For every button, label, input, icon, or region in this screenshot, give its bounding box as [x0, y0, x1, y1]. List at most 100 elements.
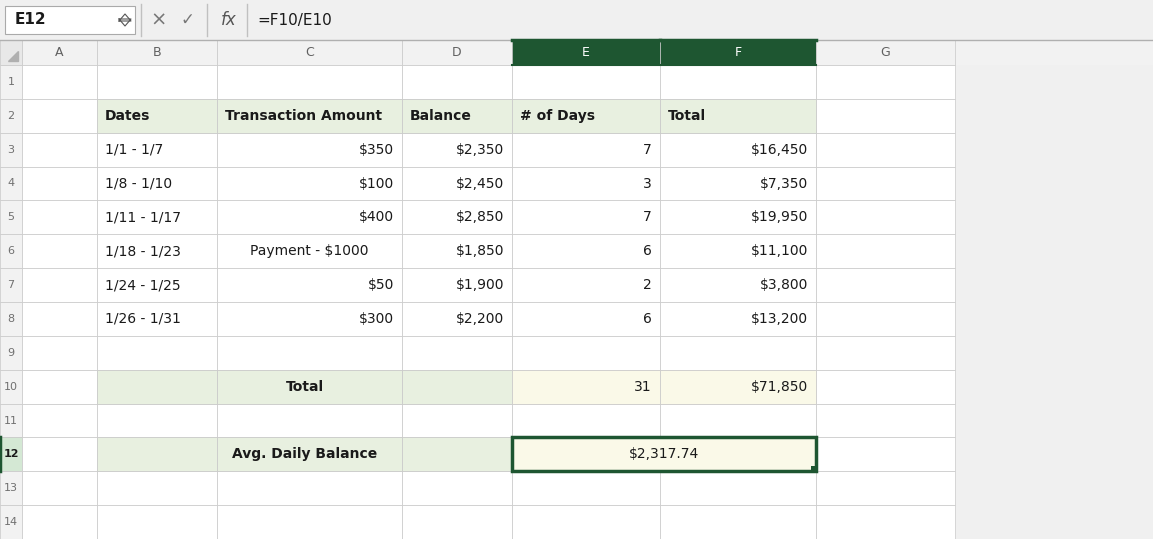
Bar [512, 370, 660, 404]
Bar [512, 65, 660, 99]
Bar [22, 167, 97, 201]
Bar [660, 302, 816, 336]
Bar [660, 336, 816, 370]
Bar [217, 201, 402, 234]
Bar [660, 471, 816, 505]
Bar [0, 40, 22, 65]
Bar [22, 505, 97, 539]
Bar [97, 268, 217, 302]
Bar [816, 201, 955, 234]
Bar [816, 438, 955, 471]
Bar [97, 370, 217, 404]
Bar [512, 302, 660, 336]
Text: $2,200: $2,200 [455, 312, 504, 326]
Text: 6: 6 [643, 244, 651, 258]
Bar [402, 99, 512, 133]
Text: A: A [55, 46, 63, 59]
Bar [512, 167, 660, 201]
Text: C: C [306, 46, 314, 59]
Bar [97, 438, 217, 471]
Text: $300: $300 [359, 312, 394, 326]
Bar [512, 234, 660, 268]
Bar [97, 471, 217, 505]
Bar [97, 99, 217, 133]
Bar [97, 167, 217, 201]
Bar [402, 404, 512, 438]
Bar [97, 133, 217, 167]
Bar [402, 201, 512, 234]
Bar [512, 471, 660, 505]
Text: Balance: Balance [410, 109, 472, 123]
Bar [402, 234, 512, 268]
Bar [22, 438, 97, 471]
Bar [217, 234, 402, 268]
Text: ×: × [151, 10, 167, 30]
Bar [22, 201, 97, 234]
Bar [97, 65, 217, 99]
Bar [97, 99, 217, 133]
Text: 12: 12 [3, 450, 18, 459]
Text: E: E [582, 46, 590, 59]
Text: Total: Total [286, 379, 324, 393]
Bar [660, 167, 816, 201]
Text: 7: 7 [643, 143, 651, 157]
Bar [22, 404, 97, 438]
Bar [22, 370, 97, 404]
Text: $16,450: $16,450 [751, 143, 808, 157]
Bar [402, 438, 512, 471]
Bar [402, 65, 512, 99]
Bar [512, 404, 660, 438]
Bar [5, 6, 135, 34]
Text: $100: $100 [359, 176, 394, 190]
Text: Transaction Amount: Transaction Amount [225, 109, 382, 123]
Text: 6: 6 [8, 246, 15, 256]
Text: 10: 10 [3, 382, 18, 392]
Bar [660, 268, 816, 302]
Bar [402, 370, 512, 404]
Bar [402, 336, 512, 370]
Text: 1: 1 [8, 77, 15, 87]
Bar [217, 404, 402, 438]
Text: $50: $50 [368, 278, 394, 292]
Text: $1,850: $1,850 [455, 244, 504, 258]
Bar [811, 466, 816, 471]
Bar [97, 302, 217, 336]
Bar [22, 99, 97, 133]
Bar [816, 268, 955, 302]
Bar [0, 234, 22, 268]
Bar [217, 302, 402, 336]
Bar [816, 40, 955, 65]
Bar [22, 471, 97, 505]
Polygon shape [8, 51, 18, 61]
Bar [0, 99, 22, 133]
Text: 1/24 - 1/25: 1/24 - 1/25 [105, 278, 181, 292]
Bar [660, 234, 816, 268]
Text: 31: 31 [634, 379, 651, 393]
Bar [217, 505, 402, 539]
Bar [217, 65, 402, 99]
Bar [402, 370, 512, 404]
Text: 2: 2 [7, 111, 15, 121]
Text: 5: 5 [8, 212, 15, 223]
Text: $2,350: $2,350 [455, 143, 504, 157]
Bar [816, 404, 955, 438]
Bar [0, 268, 22, 302]
Text: 6: 6 [643, 312, 651, 326]
Bar [512, 268, 660, 302]
Bar [402, 99, 512, 133]
Bar [660, 404, 816, 438]
Text: fx: fx [221, 11, 236, 29]
Bar [217, 438, 402, 471]
Text: $7,350: $7,350 [760, 176, 808, 190]
Text: B: B [152, 46, 161, 59]
Bar [97, 40, 217, 65]
Text: # of Days: # of Days [520, 109, 595, 123]
Bar [217, 268, 402, 302]
Text: =F10/E10: =F10/E10 [257, 12, 332, 27]
Text: Payment - $1000: Payment - $1000 [250, 244, 369, 258]
Text: G: G [881, 46, 890, 59]
Text: $71,850: $71,850 [751, 379, 808, 393]
Bar [402, 167, 512, 201]
Bar [0, 0, 1153, 40]
Text: $11,100: $11,100 [751, 244, 808, 258]
